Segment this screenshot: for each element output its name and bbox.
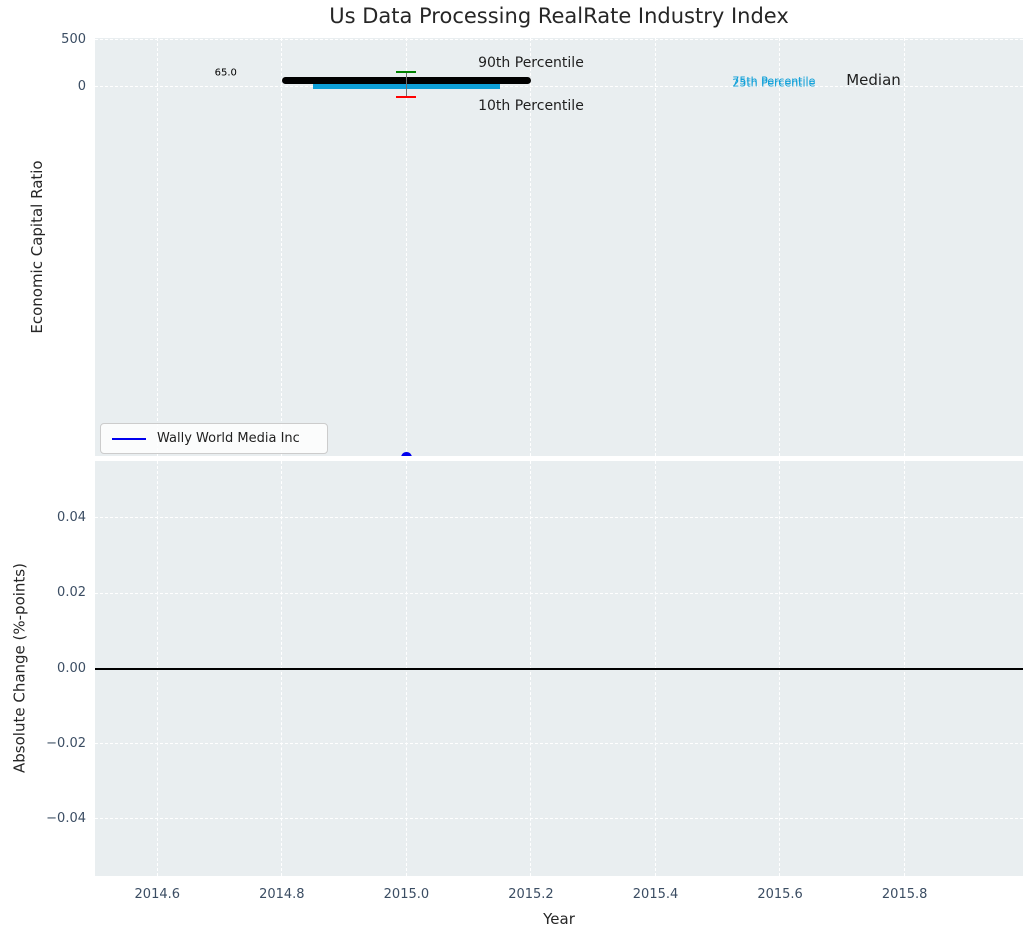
bottom-plot-area — [95, 461, 1023, 876]
median-label: Median — [846, 71, 901, 89]
x-gridline — [779, 38, 781, 456]
p90-label: 90th Percentile — [478, 55, 584, 71]
x-tick-label: 2015.0 — [383, 887, 430, 902]
median-value-label: 65.0 — [214, 67, 237, 79]
top-plot-area: 65.0 90th Percentile 10th Percentile 75th P… — [95, 38, 1023, 456]
x-gridline — [281, 38, 283, 456]
y-tick-label: −0.04 — [46, 810, 86, 826]
y-gridline — [95, 592, 1023, 594]
data-point-wally-world-media-inc[interactable] — [400, 451, 412, 456]
x-tick-label: 2015.8 — [881, 887, 928, 902]
legend[interactable]: Wally World Media Inc — [100, 423, 328, 454]
x-axis-label: Year — [543, 910, 575, 928]
y-gridline — [95, 818, 1023, 820]
x-tick-label: 2014.6 — [134, 887, 181, 902]
x-gridline — [156, 38, 158, 456]
y-tick-label: −0.02 — [46, 735, 86, 751]
errorbar-stem — [405, 72, 408, 98]
top-y-axis-label: Economic Capital Ratio — [28, 160, 46, 334]
p75-label: 75th Percentile — [732, 74, 816, 88]
x-gridline — [405, 38, 407, 456]
x-tick-label: 2015.4 — [632, 887, 679, 902]
y-gridline — [95, 517, 1023, 519]
x-gridline — [903, 38, 905, 456]
y-tick-label: 0.04 — [57, 510, 86, 526]
x-tick-label: 2014.8 — [259, 887, 305, 902]
legend-label: Wally World Media Inc — [157, 431, 300, 446]
y-tick-label: 0.02 — [57, 585, 86, 601]
p10-label: 10th Percentile — [478, 98, 584, 115]
errorbar-cap-10th — [396, 95, 417, 99]
p25-label: 25th Percentile — [732, 76, 816, 90]
y-tick-label: 0.00 — [57, 660, 86, 676]
x-gridline — [530, 38, 532, 456]
y-tick-label: 0 — [77, 78, 86, 94]
x-tick-label: 2015.6 — [757, 887, 803, 902]
y-gridline — [95, 742, 1023, 744]
y-gridline — [95, 85, 1023, 87]
y-tick-label: 500 — [61, 32, 86, 48]
x-gridline — [654, 38, 656, 456]
errorbar-cap-90th — [396, 70, 417, 74]
legend-line-sample — [112, 437, 146, 440]
zero-line — [95, 667, 1023, 670]
x-tick-label: 2015.2 — [508, 887, 554, 902]
y-gridline — [95, 39, 1023, 41]
chart-title: Us Data Processing RealRate Industry Ind… — [329, 4, 789, 28]
